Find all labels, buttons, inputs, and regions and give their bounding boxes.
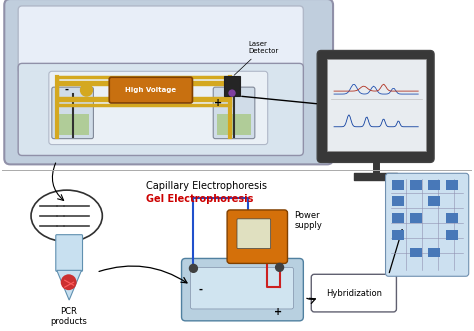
Text: +: + — [273, 307, 282, 317]
FancyBboxPatch shape — [237, 219, 271, 249]
Text: Power
supply: Power supply — [294, 211, 322, 230]
FancyBboxPatch shape — [311, 274, 396, 312]
FancyBboxPatch shape — [428, 196, 440, 206]
FancyBboxPatch shape — [217, 114, 251, 135]
FancyBboxPatch shape — [224, 76, 240, 96]
FancyBboxPatch shape — [56, 235, 82, 271]
Circle shape — [190, 264, 197, 272]
FancyBboxPatch shape — [56, 114, 90, 135]
Text: PCR
products: PCR products — [50, 307, 87, 326]
Text: Laser
Detector: Laser Detector — [234, 41, 278, 75]
Text: Gel Electrophoresis: Gel Electrophoresis — [146, 194, 253, 204]
FancyBboxPatch shape — [410, 248, 422, 258]
FancyBboxPatch shape — [446, 230, 458, 240]
FancyBboxPatch shape — [227, 210, 288, 263]
FancyBboxPatch shape — [428, 248, 440, 258]
FancyBboxPatch shape — [410, 213, 422, 223]
Text: Capillary Electrophoresis: Capillary Electrophoresis — [146, 181, 267, 191]
FancyBboxPatch shape — [327, 60, 426, 151]
FancyBboxPatch shape — [4, 0, 333, 165]
FancyBboxPatch shape — [392, 213, 404, 223]
Ellipse shape — [31, 190, 102, 242]
Circle shape — [61, 274, 77, 290]
Text: High Voltage: High Voltage — [125, 87, 176, 93]
Circle shape — [275, 263, 283, 271]
FancyBboxPatch shape — [109, 77, 192, 103]
FancyBboxPatch shape — [446, 180, 458, 190]
Text: Hybridization: Hybridization — [326, 289, 382, 298]
FancyBboxPatch shape — [191, 267, 293, 309]
FancyBboxPatch shape — [428, 180, 440, 190]
FancyBboxPatch shape — [392, 180, 404, 190]
Polygon shape — [57, 270, 82, 300]
FancyBboxPatch shape — [317, 51, 434, 163]
FancyBboxPatch shape — [52, 87, 93, 139]
FancyBboxPatch shape — [18, 63, 303, 156]
Text: +: + — [214, 98, 222, 108]
FancyBboxPatch shape — [392, 196, 404, 206]
FancyBboxPatch shape — [410, 180, 422, 190]
Text: -: - — [198, 285, 202, 295]
Circle shape — [81, 84, 92, 96]
FancyBboxPatch shape — [182, 259, 303, 321]
FancyBboxPatch shape — [18, 6, 303, 73]
FancyBboxPatch shape — [385, 173, 469, 276]
FancyBboxPatch shape — [49, 71, 268, 145]
FancyBboxPatch shape — [446, 213, 458, 223]
Circle shape — [229, 90, 235, 96]
FancyBboxPatch shape — [392, 230, 404, 240]
Text: -: - — [64, 85, 69, 95]
FancyBboxPatch shape — [213, 87, 255, 139]
